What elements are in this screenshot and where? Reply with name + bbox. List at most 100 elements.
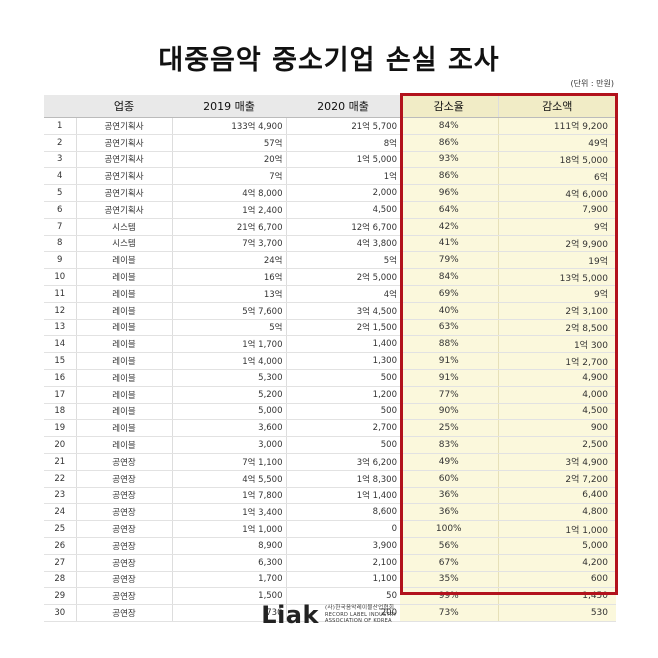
table-row: 14 레이블 1억 1,700 1,400 88% 1억 300 (44, 335, 616, 354)
table-row: 21 공연장 7억 1,100 3억 6,200 49% 3억 4,900 (44, 453, 616, 471)
header-decrease-rate: 감소율 (400, 95, 498, 118)
sales-2019-cell: 8,900 (171, 537, 286, 555)
sales-2019-cell: 7억 1,100 (171, 453, 286, 471)
row-number: 18 (44, 403, 76, 421)
sales-2019-cell: 5,000 (171, 403, 286, 421)
row-number: 29 (44, 587, 76, 606)
decrease-amount-cell: 2,500 (497, 436, 616, 454)
row-number: 6 (44, 201, 76, 219)
table-row: 2 공연기획사 57억 8억 86% 49억 (44, 134, 616, 152)
sales-2019-cell: 5억 7,600 (171, 302, 286, 320)
row-number: 21 (44, 453, 76, 471)
business-type-cell: 레이블 (75, 268, 172, 286)
org-name-english-line-2: ASSOCIATION OF KOREA (324, 618, 392, 625)
decrease-rate-cell: 91% (400, 352, 498, 370)
table-row: 19 레이블 3,600 2,700 25% 900 (44, 419, 616, 438)
business-type-cell: 레이블 (75, 251, 172, 270)
sales-2019-cell: 57억 (171, 134, 286, 152)
table-row: 23 공연장 1억 7,800 1억 1,400 36% 6,400 (44, 487, 616, 505)
row-number: 19 (44, 419, 76, 438)
sales-2019-cell: 5,300 (171, 369, 286, 387)
header-sales-2019: 2019 매출 (172, 95, 286, 118)
decrease-amount-cell: 4,500 (497, 403, 616, 421)
decrease-rate-cell: 41% (400, 235, 498, 253)
row-number: 8 (44, 235, 76, 253)
sales-2020-cell: 8,600 (285, 503, 400, 522)
decrease-rate-cell: 36% (400, 503, 498, 522)
row-number: 20 (44, 436, 76, 454)
row-number: 28 (44, 571, 76, 589)
sales-2019-cell: 13억 (171, 285, 286, 303)
org-name-english-line-1: RECORD LABEL INDUSTRY (324, 611, 397, 618)
decrease-rate-cell: 73% (400, 604, 498, 622)
org-name-korean: (사)한국음악레이블산업협회 (324, 605, 395, 612)
table-row: 8 시스템 7억 3,700 4억 3,800 41% 2억 9,900 (44, 235, 616, 253)
decrease-rate-cell: 63% (400, 319, 498, 337)
business-type-cell: 공연장 (75, 571, 172, 589)
row-number: 10 (44, 268, 76, 286)
sales-2020-cell: 4억 (285, 285, 400, 303)
row-number: 26 (44, 537, 76, 555)
sales-2020-cell: 4,500 (285, 201, 400, 219)
sales-2020-cell: 0 (285, 520, 400, 538)
decrease-amount-cell: 1억 1,000 (497, 520, 616, 538)
business-type-cell: 레이블 (75, 285, 172, 303)
table-row: 28 공연장 1,700 1,100 35% 600 (44, 571, 616, 589)
decrease-rate-cell: 86% (400, 167, 498, 186)
decrease-rate-cell: 35% (400, 571, 498, 589)
decrease-rate-cell: 36% (400, 487, 498, 505)
decrease-rate-cell: 88% (400, 335, 498, 354)
decrease-rate-cell: 56% (400, 537, 498, 555)
decrease-amount-cell: 13억 5,000 (497, 268, 616, 286)
business-type-cell: 공연기획사 (75, 134, 172, 152)
sales-2020-cell: 1,100 (285, 571, 400, 589)
business-type-cell: 공연장 (75, 587, 172, 606)
decrease-rate-cell: 42% (400, 218, 498, 236)
table-row: 6 공연기획사 1억 2,400 4,500 64% 7,900 (44, 201, 616, 219)
sales-2020-cell: 3억 6,200 (285, 453, 400, 471)
business-type-cell: 레이블 (75, 302, 172, 320)
row-number: 9 (44, 251, 76, 270)
sales-2020-cell: 1억 8,300 (285, 470, 400, 488)
table-row: 25 공연장 1억 1,000 0 100% 1억 1,000 (44, 520, 616, 538)
decrease-rate-cell: 86% (400, 134, 498, 152)
business-type-cell: 시스템 (75, 235, 172, 253)
sales-2020-cell: 4억 3,800 (285, 235, 400, 253)
sales-2020-cell: 12억 6,700 (285, 218, 400, 236)
table-header-row: 업종 2019 매출 2020 매출 감소율 감소액 (44, 95, 616, 118)
sales-2020-cell: 500 (285, 369, 400, 387)
sales-2020-cell: 200 (285, 604, 400, 622)
business-type-cell: 레이블 (75, 369, 172, 387)
header-business-type: 업종 (76, 95, 172, 118)
decrease-amount-cell: 6,400 (497, 487, 616, 505)
decrease-amount-cell: 49억 (497, 134, 616, 152)
table-row: 10 레이블 16억 2억 5,000 84% 13억 5,000 (44, 268, 616, 286)
row-number: 17 (44, 386, 76, 404)
decrease-rate-cell: 77% (400, 386, 498, 404)
row-number: 16 (44, 369, 76, 387)
business-type-cell: 공연장 (75, 503, 172, 522)
header-no (44, 95, 76, 118)
sales-2020-cell: 8억 (285, 134, 400, 152)
table-row: 3 공연기획사 20억 1억 5,000 93% 18억 5,000 (44, 151, 616, 169)
sales-2019-cell: 7억 (171, 167, 286, 186)
decrease-rate-cell: 83% (400, 436, 498, 454)
sales-2019-cell: 24억 (171, 251, 286, 270)
sales-2020-cell: 1,200 (285, 386, 400, 404)
business-type-cell: 레이블 (75, 335, 172, 354)
table-row: 27 공연장 6,300 2,100 67% 4,200 (44, 554, 616, 572)
table-row: 5 공연기획사 4억 8,000 2,000 96% 4억 6,000 (44, 184, 616, 202)
header-sales-2020: 2020 매출 (286, 95, 400, 118)
decrease-rate-cell: 49% (400, 453, 498, 471)
sales-2020-cell: 21억 5,700 (285, 117, 400, 135)
table-row: 16 레이블 5,300 500 91% 4,900 (44, 369, 616, 387)
header-decrease-amount: 감소액 (497, 95, 616, 118)
table-row: 22 공연장 4억 5,500 1억 8,300 60% 2억 7,200 (44, 470, 616, 488)
decrease-amount-cell: 4억 6,000 (497, 184, 616, 202)
decrease-amount-cell: 2억 9,900 (497, 235, 616, 253)
sales-2019-cell: 21억 6,700 (171, 218, 286, 236)
loss-table: 업종 2019 매출 2020 매출 감소율 감소액 1 공연기획사 133억 4,… (44, 95, 616, 622)
decrease-amount-cell: 2억 8,500 (497, 319, 616, 337)
row-number: 27 (44, 554, 76, 572)
sales-2019-cell: 1,500 (171, 587, 286, 606)
